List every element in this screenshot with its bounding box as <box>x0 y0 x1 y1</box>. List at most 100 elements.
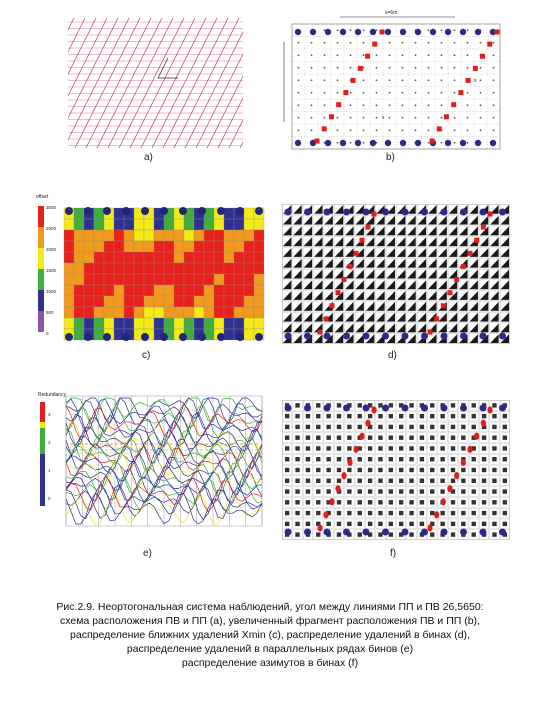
source-marker <box>487 41 493 47</box>
receiver-marker <box>362 528 370 536</box>
offset-wedge <box>283 226 292 236</box>
source-marker <box>321 126 327 132</box>
heatmap-cell <box>253 284 265 297</box>
heatmap-cell <box>63 240 75 253</box>
offset-wedge <box>417 301 427 311</box>
offset-wedge <box>314 248 323 257</box>
azimuth-marker <box>326 478 331 483</box>
bin-cell <box>282 312 293 323</box>
offset-wedge <box>324 269 333 279</box>
heatmap-cell <box>123 273 135 286</box>
azimuth-marker <box>409 478 414 483</box>
azimuth-marker <box>471 521 476 527</box>
heatmap-cell <box>103 295 115 308</box>
bin-center <box>466 141 469 144</box>
offset-line <box>65 436 263 472</box>
bin-center <box>388 54 391 57</box>
receiver-marker <box>339 28 347 36</box>
bin-cell <box>292 258 303 269</box>
azimuth-marker <box>367 413 373 419</box>
offset-wedge <box>324 205 333 214</box>
bin-cell <box>489 258 500 269</box>
legend-swatch <box>38 311 44 332</box>
bin-cell <box>489 247 500 258</box>
offset-wedge <box>407 226 416 236</box>
bin-center <box>336 54 339 57</box>
azimuth-marker <box>450 457 456 462</box>
heatmap-cell <box>63 262 75 275</box>
bin-center <box>453 129 456 132</box>
bin-cell <box>303 312 313 323</box>
azimuth-marker <box>357 521 362 527</box>
bin-center <box>427 141 430 144</box>
receiver-marker <box>401 208 409 216</box>
heatmap-cell <box>73 262 85 275</box>
azimuth-marker <box>326 467 331 473</box>
panel-c-label: c) <box>142 350 151 361</box>
source-marker <box>460 458 466 467</box>
bin-center <box>401 79 404 82</box>
bin-cell <box>417 247 427 258</box>
source-marker <box>480 419 486 427</box>
bin-center <box>362 116 365 119</box>
offset-wedge <box>490 280 499 290</box>
offset-wedge <box>386 226 395 236</box>
bin-cell <box>375 279 386 290</box>
heatmap-cell <box>83 273 95 286</box>
offset-wedge <box>365 301 375 311</box>
heatmap-cell <box>93 229 105 242</box>
source-marker <box>317 524 323 532</box>
azimuth-marker <box>316 446 321 451</box>
source-marker <box>365 419 371 427</box>
azimuth-marker <box>284 500 290 505</box>
azimuth-marker <box>378 446 383 451</box>
offset-wedge <box>293 237 302 247</box>
offset-wedge <box>314 291 323 300</box>
bin-center <box>388 129 391 132</box>
azimuth-marker <box>450 478 456 483</box>
bin-center <box>453 91 456 94</box>
source-marker <box>427 329 433 335</box>
heatmap-cell <box>63 306 75 319</box>
receiver-marker <box>339 139 347 147</box>
receiver-marker <box>236 333 244 341</box>
offset-wedge <box>324 291 333 300</box>
azimuth-marker <box>398 413 404 419</box>
heatmap-cell <box>183 229 195 242</box>
offset-wedge <box>438 312 447 322</box>
azimuth-marker <box>378 489 383 494</box>
azimuth-marker <box>336 457 342 462</box>
panel-d <box>282 204 510 344</box>
source-line <box>195 53 243 148</box>
bin-cell <box>417 225 427 236</box>
bin-center <box>362 66 365 69</box>
heatmap-cell <box>93 273 105 286</box>
bin-cell <box>334 236 344 247</box>
bin-center <box>297 91 300 94</box>
source-marker <box>474 432 480 440</box>
figure-caption: Рис.2.9. Неортогональная система наблюде… <box>0 600 540 670</box>
heatmap-cell <box>203 273 215 286</box>
receiver-marker <box>489 139 497 147</box>
heatmap-cell <box>193 229 205 242</box>
bin-center <box>310 104 313 107</box>
heatmap-cell <box>133 317 145 330</box>
caption-line-5: распределение азимутов в бинах (f) <box>181 657 359 669</box>
bin-center <box>440 79 443 82</box>
source-line <box>68 18 86 53</box>
azimuth-marker <box>419 510 425 516</box>
heatmap-cell <box>223 328 235 341</box>
heatmap-cell <box>233 240 245 253</box>
azimuth-marker <box>492 467 497 473</box>
offset-wedge <box>417 323 427 333</box>
source-line <box>140 18 207 148</box>
azimuth-marker <box>471 413 476 419</box>
offset-wedge <box>500 280 509 290</box>
azimuth-marker <box>378 532 383 537</box>
bin-center <box>492 41 495 44</box>
bin-center <box>440 41 443 44</box>
azimuth-marker <box>398 521 404 527</box>
panel-e-label: e) <box>143 548 152 559</box>
offset-wedge <box>469 334 478 343</box>
bin-cell <box>323 268 334 280</box>
